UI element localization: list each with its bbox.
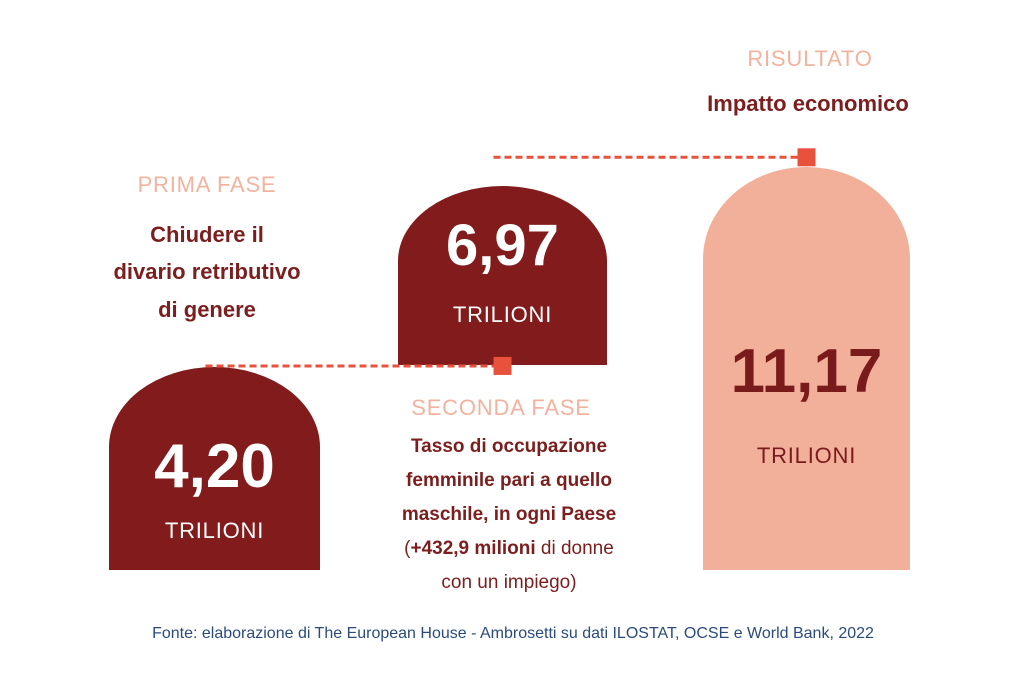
description-seconda-fase-note-line-2: con un impiego)	[441, 572, 577, 593]
note-women-count: +432,9 milioni	[410, 538, 536, 559]
bar-risultato: 11,17 TRILIONI	[703, 167, 910, 570]
description-prima-fase-line-2: divario retributivo	[113, 259, 301, 284]
description-prima-fase: Chiudere il divario retributivo di gener…	[80, 216, 334, 329]
value-label-seconda-fase: 6,97	[446, 213, 559, 279]
unit-label-seconda-fase: TRILIONI	[452, 302, 553, 328]
bar-seconda-fase: 6,97 TRILIONI	[398, 186, 607, 365]
unit-label-risultato: TRILIONI	[756, 443, 857, 469]
bar-prima-fase: 4,20 TRILIONI	[109, 366, 320, 570]
description-seconda-fase-line-3: maschile, in ogni Paese	[401, 504, 617, 525]
description-prima-fase-line-1: Chiudere il	[150, 221, 264, 247]
category-label-risultato: RISULTATO	[747, 46, 873, 71]
note-prefix: (	[404, 538, 411, 559]
description-seconda-fase-note-line-1: (+432,9 milioni di donne	[380, 532, 638, 566]
unit-label-prima-fase: TRILIONI	[164, 517, 265, 543]
description-risultato: Impatto economico	[707, 91, 909, 116]
note-suffix: di donne	[535, 538, 614, 559]
value-label-risultato: 11,17	[730, 337, 883, 407]
connector-marker-2	[797, 148, 816, 167]
value-label-prima-fase: 4,20	[154, 431, 275, 501]
description-prima-fase-line-3: di genere	[158, 296, 256, 322]
category-label-seconda-fase: SECONDA FASE	[411, 395, 591, 420]
category-label-prima-fase: PRIMA FASE	[137, 172, 277, 197]
source-note: Fonte: elaborazione di The European Hous…	[152, 625, 874, 642]
description-seconda-fase: Tasso di occupazione femminile pari a qu…	[380, 430, 638, 600]
description-seconda-fase-line-2: femminile pari a quello	[406, 470, 612, 491]
description-seconda-fase-line-1: Tasso di occupazione	[410, 436, 608, 457]
